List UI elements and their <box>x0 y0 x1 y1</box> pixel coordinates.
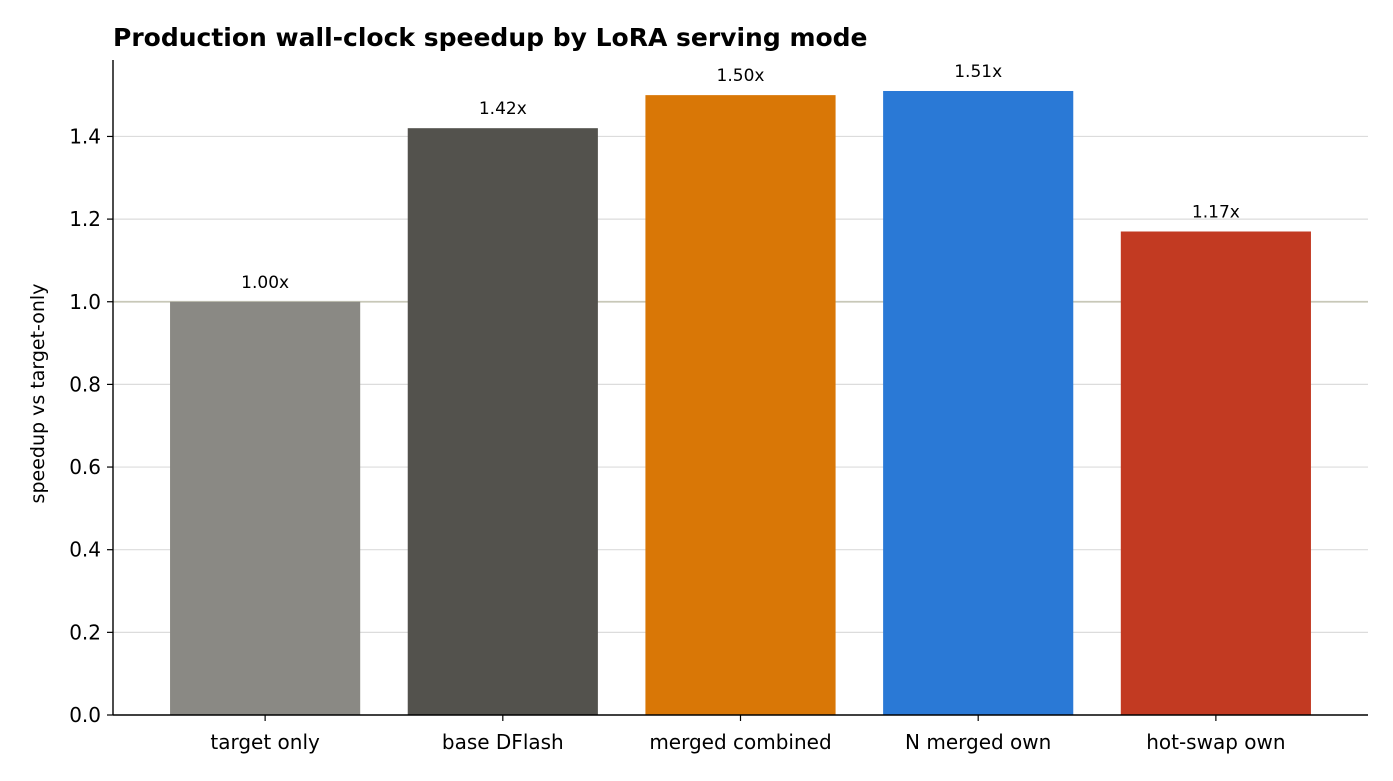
x-tick-label: merged combined <box>649 730 831 754</box>
y-tick-label: 0.4 <box>69 538 101 562</box>
y-tick-label: 0.8 <box>69 372 101 396</box>
y-axis-label: speedup vs target-only <box>27 284 49 504</box>
bar-value-label: 1.50x <box>717 66 765 86</box>
bar <box>883 90 1074 715</box>
y-tick-label: 0.0 <box>69 703 101 727</box>
x-tick-label: target only <box>210 730 320 754</box>
y-tick-label: 0.6 <box>69 455 101 479</box>
bar <box>407 128 598 715</box>
y-tick-label: 1.4 <box>69 124 101 148</box>
bar-value-label: 1.42x <box>479 99 527 119</box>
chart-title: Production wall-clock speedup by LoRA se… <box>113 23 868 52</box>
bars <box>170 90 1311 716</box>
y-tick-label: 1.2 <box>69 207 101 231</box>
bar <box>1120 231 1311 716</box>
y-tick-label: 0.2 <box>69 620 101 644</box>
bar <box>170 301 361 715</box>
y-tick-label: 1.0 <box>69 290 101 314</box>
value-labels: 1.00x 1.42x 1.50x 1.51x 1.17x <box>241 62 1240 293</box>
axes: target only base DFlash merged combined N m… <box>69 60 1368 754</box>
x-tick-label: hot-swap own <box>1146 730 1285 754</box>
x-tick-label: N merged own <box>905 730 1051 754</box>
x-tick-label: base DFlash <box>442 730 564 754</box>
bar <box>645 95 836 716</box>
bar-value-label: 1.17x <box>1192 202 1240 222</box>
bar-value-label: 1.51x <box>954 62 1002 82</box>
bar-value-label: 1.00x <box>241 273 289 293</box>
